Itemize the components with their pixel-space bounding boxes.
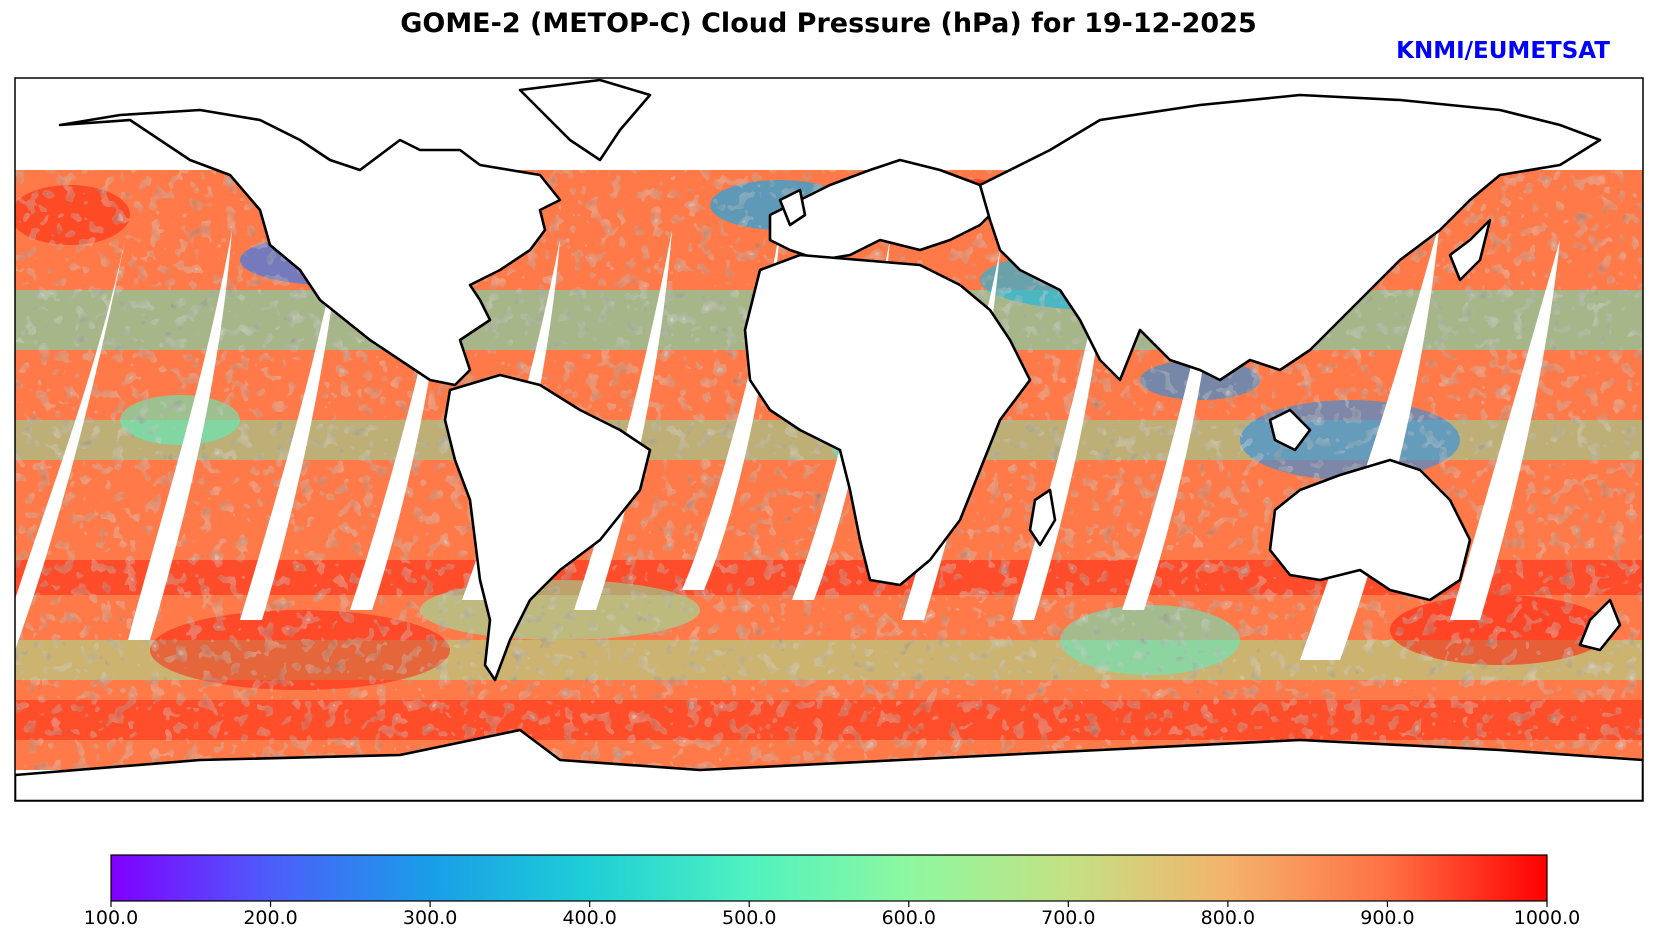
colorbar-tick-label: 300.0 <box>402 907 458 929</box>
colorbar-tick-label: 400.0 <box>562 907 617 929</box>
colorbar-tick-label: 200.0 <box>243 907 298 929</box>
island-new-zealand <box>1578 598 1622 652</box>
colorbar <box>110 854 1548 907</box>
island-madagascar <box>1028 488 1057 547</box>
map-area <box>15 78 1643 801</box>
continent-north-america <box>58 108 562 387</box>
colorbar-tick-label: 800.0 <box>1200 907 1256 929</box>
coastlines <box>15 78 1643 801</box>
colorbar-bar <box>110 854 1548 902</box>
map-frame <box>14 77 1644 802</box>
colorbar-tick-label: 900.0 <box>1360 907 1415 929</box>
orbit-gap <box>15 240 125 650</box>
colorbar-tick-label: 1000.0 <box>1513 907 1581 929</box>
orbit-gaps <box>15 220 1560 660</box>
credit-label: KNMI/EUMETSAT <box>1396 38 1610 64</box>
island-borneo <box>1268 408 1312 452</box>
continent-asia <box>978 93 1602 382</box>
island-japan <box>1448 218 1492 282</box>
map-title: GOME-2 (METOP-C) Cloud Pressure (hPa) fo… <box>400 8 1257 39</box>
continent-south-america <box>443 373 652 682</box>
colorbar-tick-label: 100.0 <box>83 907 139 929</box>
colorbar-ticks <box>110 901 1548 907</box>
colorbar-tick-label: 500.0 <box>722 907 777 929</box>
colorbar-tick-label: 700.0 <box>1041 907 1096 929</box>
continent-greenland <box>518 78 652 162</box>
island-british-isles <box>778 188 807 227</box>
continent-antarctica <box>15 728 1643 801</box>
colorbar-tick-label: 600.0 <box>881 907 936 929</box>
continent-australia <box>1268 458 1472 602</box>
continent-africa <box>743 253 1032 587</box>
